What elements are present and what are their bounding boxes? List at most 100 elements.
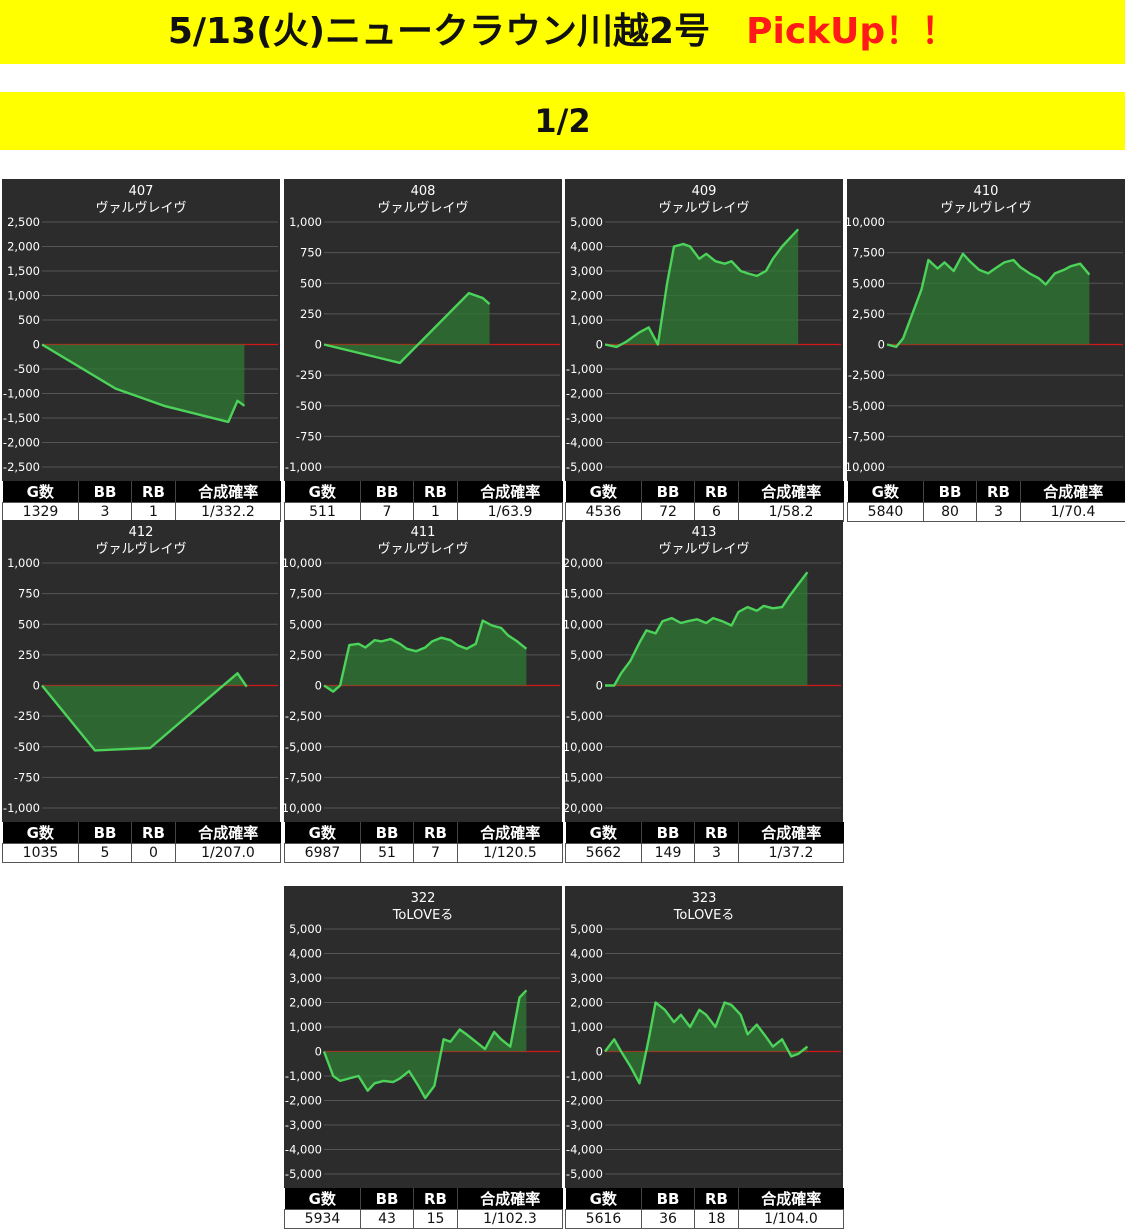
stats-value: 1 bbox=[132, 503, 176, 522]
stats-value: 1/207.0 bbox=[176, 844, 281, 863]
y-tick-label: -5,000 bbox=[848, 399, 885, 413]
stats-header: 合成確率 bbox=[1021, 481, 1125, 503]
stats-header: BB bbox=[79, 822, 132, 844]
y-tick-label: -5,000 bbox=[285, 1167, 322, 1181]
machine-model: ToLOVEる bbox=[392, 908, 454, 923]
stats-header: RB bbox=[695, 1188, 739, 1210]
stats-value: 5840 bbox=[848, 503, 924, 522]
stats-value: 1/332.2 bbox=[176, 503, 281, 522]
machine-number: 411 bbox=[411, 525, 436, 540]
y-tick-label: 2,000 bbox=[7, 240, 40, 254]
y-tick-label: 1,500 bbox=[7, 264, 40, 278]
stats-value: 6987 bbox=[285, 844, 361, 863]
y-tick-label: -5,000 bbox=[566, 1167, 603, 1181]
stats-header: 合成確率 bbox=[458, 481, 563, 503]
machine-model: ToLOVEる bbox=[673, 908, 735, 923]
y-tick-label: 2,500 bbox=[852, 307, 885, 321]
y-tick-label: 0 bbox=[315, 1045, 322, 1059]
title-banner: 5/13(火)ニュークラウン川越2号 PickUp！！ bbox=[0, 0, 1125, 64]
y-tick-label: 5,000 bbox=[570, 648, 603, 662]
stats-header: 合成確率 bbox=[739, 1188, 844, 1210]
stats-header: BB bbox=[361, 1188, 414, 1210]
y-tick-label: -2,000 bbox=[566, 387, 603, 401]
stats-value: 1/104.0 bbox=[739, 1210, 844, 1229]
machine-number: 407 bbox=[129, 184, 154, 199]
stats-header: 合成確率 bbox=[176, 481, 281, 503]
y-tick-label: -1,000 bbox=[3, 387, 40, 401]
y-tick-label: -5,000 bbox=[285, 740, 322, 754]
stats-header: G数 bbox=[3, 822, 79, 844]
stats-value: 5 bbox=[79, 844, 132, 863]
pickup-label: PickUp！！ bbox=[746, 11, 957, 52]
y-tick-label: -10,000 bbox=[847, 460, 885, 474]
page-indicator: 1/2 bbox=[534, 102, 590, 140]
y-tick-label: 5,000 bbox=[289, 922, 322, 936]
stats-value: 1/102.3 bbox=[458, 1210, 563, 1229]
y-tick-label: 1,000 bbox=[7, 556, 40, 570]
stats-header: 合成確率 bbox=[458, 1188, 563, 1210]
y-tick-label: -2,000 bbox=[285, 1094, 322, 1108]
machine-model: ヴァルヴレイヴ bbox=[940, 200, 1031, 216]
stats-value: 0 bbox=[132, 844, 176, 863]
y-tick-label: -5,000 bbox=[566, 460, 603, 474]
y-tick-label: 1,000 bbox=[289, 215, 322, 229]
y-tick-label: 15,000 bbox=[565, 587, 603, 601]
stats-value: 1/37.2 bbox=[739, 844, 844, 863]
y-tick-label: -1,000 bbox=[566, 1069, 603, 1083]
machine-number: 412 bbox=[129, 525, 154, 540]
y-tick-label: 4,000 bbox=[570, 947, 603, 961]
chart-background bbox=[284, 179, 562, 481]
y-tick-label: -2,000 bbox=[566, 1094, 603, 1108]
machine-number: 413 bbox=[692, 525, 717, 540]
y-tick-label: 5,000 bbox=[570, 922, 603, 936]
y-tick-label: -4,000 bbox=[566, 436, 603, 450]
page-title: 5/13(火)ニュークラウン川越2号 bbox=[168, 11, 710, 52]
y-tick-label: 3,000 bbox=[570, 264, 603, 278]
machine-number: 322 bbox=[411, 891, 436, 906]
y-tick-label: 2,000 bbox=[570, 996, 603, 1010]
stats-header: G数 bbox=[285, 1188, 361, 1210]
stats-header: BB bbox=[642, 1188, 695, 1210]
y-tick-label: 5,000 bbox=[570, 215, 603, 229]
chart-411: 411ヴァルヴレイヴ10,0007,5005,0002,5000-2,500-5… bbox=[284, 520, 562, 822]
stats-value: 5616 bbox=[566, 1210, 642, 1229]
stats-header: G数 bbox=[285, 822, 361, 844]
y-tick-label: -500 bbox=[14, 740, 40, 754]
y-tick-label: 7,500 bbox=[289, 587, 322, 601]
chart-background bbox=[2, 520, 280, 822]
y-tick-label: -15,000 bbox=[565, 770, 603, 784]
machine-number: 408 bbox=[411, 184, 436, 199]
stats-value: 1/58.2 bbox=[739, 503, 844, 522]
y-tick-label: -250 bbox=[14, 709, 40, 723]
y-tick-label: 5,000 bbox=[852, 276, 885, 290]
y-tick-label: 2,000 bbox=[289, 996, 322, 1010]
y-tick-label: 500 bbox=[300, 276, 322, 290]
y-tick-label: 4,000 bbox=[570, 240, 603, 254]
stats-value: 4536 bbox=[566, 503, 642, 522]
y-tick-label: 0 bbox=[596, 679, 603, 693]
y-tick-label: 500 bbox=[18, 313, 40, 327]
stats-value: 5934 bbox=[285, 1210, 361, 1229]
chart-background bbox=[2, 179, 280, 481]
stats-value: 80 bbox=[924, 503, 977, 522]
machine-model: ヴァルヴレイヴ bbox=[95, 200, 186, 216]
y-tick-label: 20,000 bbox=[565, 556, 603, 570]
y-tick-label: -500 bbox=[14, 362, 40, 376]
chart-323: 323ToLOVEる5,0004,0003,0002,0001,0000-1,0… bbox=[565, 886, 843, 1188]
stats-header: G数 bbox=[566, 822, 642, 844]
machine-model: ヴァルヴレイヴ bbox=[377, 541, 468, 557]
machine-number: 409 bbox=[692, 184, 717, 199]
y-tick-label: 2,000 bbox=[570, 289, 603, 303]
y-tick-label: -1,000 bbox=[566, 362, 603, 376]
y-tick-label: -1,000 bbox=[3, 801, 40, 815]
stats-value: 1/120.5 bbox=[458, 844, 563, 863]
stats-header: G数 bbox=[285, 481, 361, 503]
